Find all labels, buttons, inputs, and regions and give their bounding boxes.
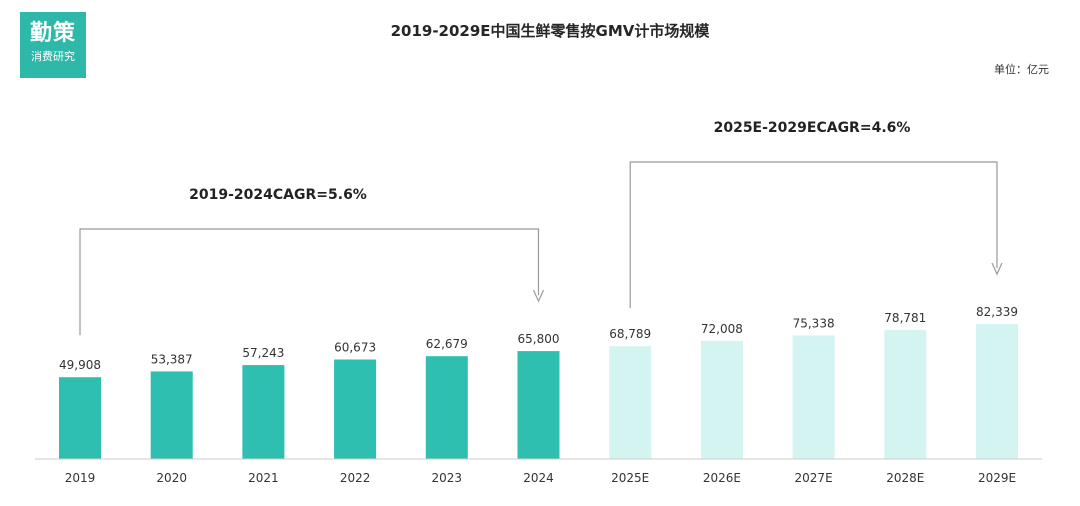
x-tick-label-2023: 2023 bbox=[432, 471, 463, 485]
value-label-2023: 62,679 bbox=[426, 337, 468, 351]
bar-2025E bbox=[609, 346, 652, 459]
value-label-2029E: 82,339 bbox=[976, 305, 1018, 319]
cagr-arrow-head-1 bbox=[532, 289, 545, 303]
bar-2020 bbox=[150, 371, 193, 459]
cagr-bracket-1 bbox=[79, 228, 540, 336]
value-label-2028E: 78,781 bbox=[884, 311, 926, 325]
x-tick-label-2029E: 2029E bbox=[978, 471, 1016, 485]
logo-main-text: 勤策 bbox=[29, 20, 76, 46]
value-label-2024: 65,800 bbox=[518, 332, 560, 346]
value-label-2027E: 75,338 bbox=[793, 316, 835, 330]
cagr-arrow-head-2 bbox=[991, 262, 1003, 276]
bar-2021 bbox=[242, 365, 285, 459]
value-label-2020: 53,387 bbox=[151, 352, 193, 366]
value-label-2021: 57,243 bbox=[242, 346, 284, 360]
bar-2026E bbox=[700, 340, 743, 459]
bar-2027E bbox=[792, 335, 835, 459]
bar-2028E bbox=[884, 329, 927, 459]
x-tick-label-2024: 2024 bbox=[523, 471, 554, 485]
x-tick-label-2022: 2022 bbox=[340, 471, 371, 485]
bar-2019 bbox=[59, 377, 101, 459]
bar-2022 bbox=[334, 359, 377, 459]
x-tick-label-2019: 2019 bbox=[65, 471, 96, 485]
bar-2029E bbox=[976, 324, 1018, 459]
value-label-2025E: 68,789 bbox=[609, 327, 651, 341]
brand-logo: 勤策 消费研究 bbox=[20, 12, 86, 78]
value-label-2022: 60,673 bbox=[334, 341, 376, 355]
cagr-bracket-2 bbox=[629, 161, 998, 309]
value-label-2019: 49,908 bbox=[59, 358, 101, 372]
cagr-label-1: 2019-2024CAGR=5.6% bbox=[189, 187, 367, 203]
x-tick-label-2021: 2021 bbox=[248, 471, 279, 485]
value-label-2026E: 72,008 bbox=[701, 322, 743, 336]
unit-label: 单位：亿元 bbox=[994, 63, 1049, 76]
cagr-label-2: 2025E-2029ECAGR=4.6% bbox=[714, 120, 911, 136]
chart-title: 2019-2029E中国生鲜零售按GMV计市场规模 bbox=[390, 22, 710, 40]
x-tick-label-2028E: 2028E bbox=[886, 471, 924, 485]
x-tick-label-2020: 2020 bbox=[156, 471, 187, 485]
x-tick-label-2026E: 2026E bbox=[703, 471, 741, 485]
x-tick-label-2025E: 2025E bbox=[611, 471, 649, 485]
bar-2023 bbox=[425, 356, 468, 459]
logo-sub-text: 消费研究 bbox=[31, 50, 75, 63]
bar-2024 bbox=[517, 351, 560, 459]
x-tick-label-2027E: 2027E bbox=[795, 471, 833, 485]
